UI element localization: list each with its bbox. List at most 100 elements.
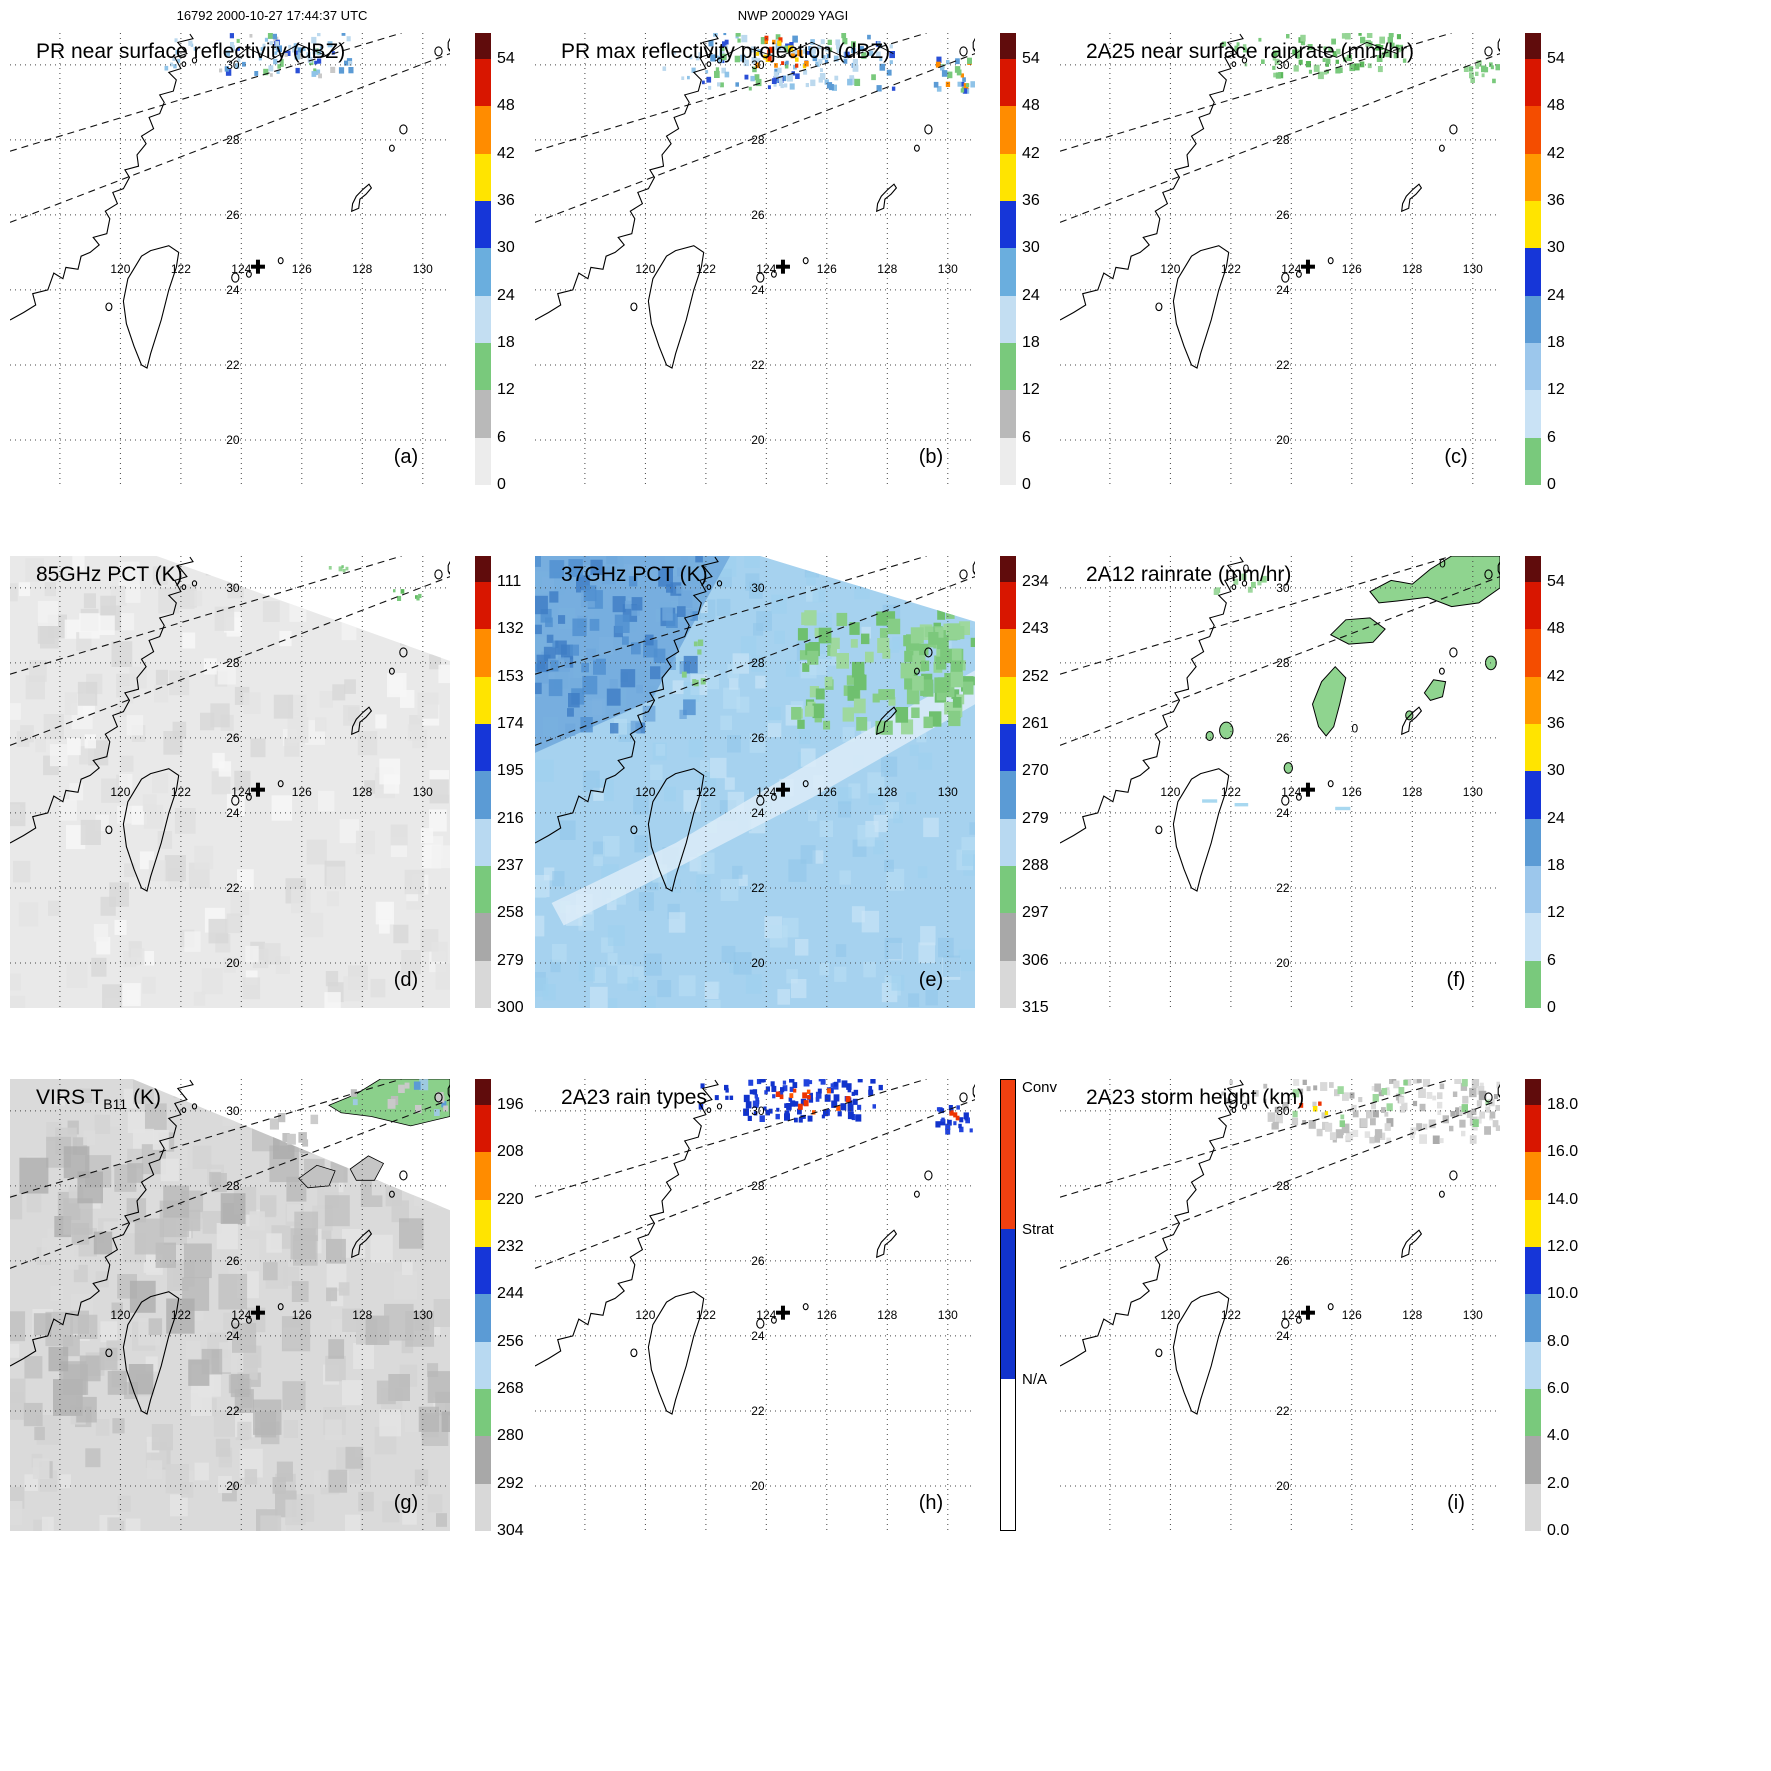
svg-text:20: 20 xyxy=(226,1479,240,1493)
svg-text:128: 128 xyxy=(1402,262,1422,276)
colorbar-segment xyxy=(1525,342,1541,391)
svg-text:24: 24 xyxy=(751,1329,765,1343)
colorbar-segment xyxy=(475,582,491,630)
colorbar-tick: 42 xyxy=(497,144,515,162)
panel-letter: (c) xyxy=(1444,446,1467,468)
colorbar-segment xyxy=(475,59,491,107)
svg-text:22: 22 xyxy=(226,881,240,895)
colorbar-segment xyxy=(1001,1379,1015,1530)
colorbar-segment xyxy=(1525,913,1541,961)
colorbar-segment xyxy=(1000,676,1016,724)
panel-g-map: 120 122 124 126 128 130 30 28 26 24 22 20 (g) VIRS TB… xyxy=(10,1079,450,1531)
colorbar-segment xyxy=(1525,1152,1541,1200)
grid-labels: 120 122 124 126 128 130 30 28 26 24 22 20 xyxy=(635,1104,958,1493)
data-layer xyxy=(535,556,975,1008)
storm-center-cross xyxy=(775,259,790,274)
colorbar-segment xyxy=(1001,1080,1015,1229)
colorbar-segment xyxy=(475,390,491,438)
colorbar-segment xyxy=(1001,1228,1015,1380)
colorbar-tick: 196 xyxy=(497,1096,524,1113)
svg-text:24: 24 xyxy=(226,1329,240,1343)
panel-b: 120 122 124 126 128 130 30 28 26 24 22 20 (b) PR max … xyxy=(535,33,1060,555)
graticule xyxy=(10,33,450,485)
svg-text:24: 24 xyxy=(751,283,765,297)
panel-a-map: 120 122 124 126 128 130 30 28 26 24 22 20 (a) PR near… xyxy=(10,33,450,485)
colorbar-segment xyxy=(475,960,491,1008)
svg-text:126: 126 xyxy=(817,1308,837,1322)
svg-text:120: 120 xyxy=(635,262,655,276)
graticule xyxy=(535,1079,975,1531)
svg-text:26: 26 xyxy=(751,208,765,222)
svg-text:30: 30 xyxy=(226,58,240,72)
panel-a-colorbar xyxy=(475,33,491,485)
colorbar-segment xyxy=(1525,437,1541,485)
svg-text:26: 26 xyxy=(751,1254,765,1268)
swath-boundary-lines xyxy=(535,33,975,223)
svg-text:124: 124 xyxy=(1281,785,1301,799)
svg-text:124: 124 xyxy=(756,785,776,799)
coastlines xyxy=(1060,1079,1500,1415)
colorbar-segment xyxy=(475,437,491,485)
colorbar-segment xyxy=(1000,59,1016,107)
colorbar-tick: 6.0 xyxy=(1547,1380,1570,1397)
svg-text:128: 128 xyxy=(1402,785,1422,799)
colorbar-segment xyxy=(1000,960,1016,1008)
colorbar-segment xyxy=(1000,390,1016,438)
svg-text:120: 120 xyxy=(110,262,130,276)
svg-text:120: 120 xyxy=(635,1308,655,1322)
colorbar-tick: 10.0 xyxy=(1547,1285,1579,1303)
colorbar-segment xyxy=(1525,723,1541,772)
coastlines xyxy=(10,33,450,369)
svg-text:28: 28 xyxy=(751,656,765,670)
graticule xyxy=(1060,33,1500,485)
svg-text:126: 126 xyxy=(292,785,312,799)
colorbar-tick: 111 xyxy=(497,573,522,590)
colorbar-tick: 24 xyxy=(1022,286,1040,304)
colorbar-segment xyxy=(475,342,491,391)
svg-text:20: 20 xyxy=(226,433,240,447)
coastlines xyxy=(535,33,975,369)
panel-b-map: 120 122 124 126 128 130 30 28 26 24 22 20 (b) PR max … xyxy=(535,33,975,485)
swath-boundary-lines xyxy=(1060,556,1500,746)
swath-boundary-lines xyxy=(10,33,450,223)
panel-letter: (d) xyxy=(394,969,418,991)
colorbar-tick: 258 xyxy=(497,904,524,922)
colorbar-tick: 280 xyxy=(497,1427,524,1445)
colorbar-segment xyxy=(1525,106,1541,154)
colorbar-tick: 54 xyxy=(1022,50,1040,67)
colorbar-segment xyxy=(1000,913,1016,961)
svg-text:122: 122 xyxy=(171,262,191,276)
colorbar-tick: 220 xyxy=(497,1190,524,1208)
colorbar-segment xyxy=(475,676,491,724)
svg-text:30: 30 xyxy=(1276,58,1290,72)
panel-h: 120 122 124 126 128 130 30 28 26 24 22 20 (h) 2A23 ra… xyxy=(535,1079,1060,1601)
colorbar-tick: 315 xyxy=(1022,999,1049,1016)
colorbar-segment xyxy=(475,1105,491,1153)
panel-title: 37GHz PCT (K) xyxy=(561,563,708,586)
colorbar-segment xyxy=(1525,248,1541,296)
grid-labels: 120 122 124 126 128 130 30 28 26 24 22 20 xyxy=(635,58,958,447)
colorbar-segment xyxy=(1525,1388,1541,1437)
colorbar-tick: 252 xyxy=(1022,667,1049,685)
colorbar-segment xyxy=(475,818,491,866)
coastlines xyxy=(1060,33,1500,369)
coastlines xyxy=(1060,556,1500,892)
svg-text:122: 122 xyxy=(171,785,191,799)
colorbar-tick: 279 xyxy=(1022,809,1049,827)
colorbar-cap xyxy=(475,1079,491,1105)
colorbar-segment xyxy=(1525,1105,1541,1153)
svg-text:0: 0 xyxy=(1351,721,1358,735)
colorbar-tick: 6 xyxy=(1022,428,1031,446)
colorbar-tick: 36 xyxy=(497,192,515,209)
svg-text:120: 120 xyxy=(1160,262,1180,276)
svg-text:22: 22 xyxy=(226,1404,240,1418)
colorbar-segment xyxy=(475,106,491,154)
colorbar-segment xyxy=(1525,1483,1541,1531)
colorbar-segment xyxy=(1525,1199,1541,1247)
svg-text:128: 128 xyxy=(877,785,897,799)
storm-center-cross xyxy=(250,1305,265,1320)
panel-e-colorbar xyxy=(1000,556,1016,1008)
svg-text:22: 22 xyxy=(1276,881,1290,895)
grid-labels: 120 122 124 126 128 130 30 28 26 24 22 20 xyxy=(110,581,433,970)
colorbar-segment xyxy=(1000,342,1016,391)
